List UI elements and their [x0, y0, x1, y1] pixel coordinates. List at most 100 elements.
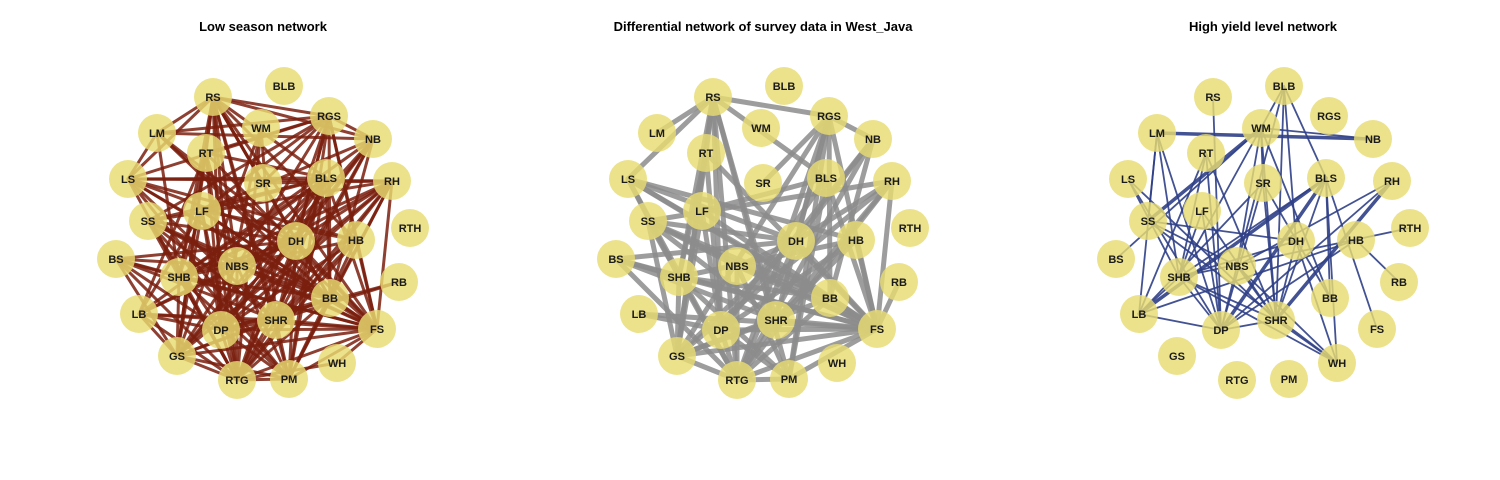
- node-GS: GS: [158, 337, 196, 375]
- node-PM: PM: [770, 360, 808, 398]
- node-label: WM: [1251, 123, 1271, 135]
- node-circle: [1380, 263, 1418, 301]
- node-label: RT: [199, 148, 214, 160]
- node-label: RS: [205, 92, 220, 104]
- node-circle: [757, 301, 795, 339]
- node-label: SHR: [264, 315, 287, 327]
- node-label: FS: [870, 324, 884, 336]
- edge-PM-BLS: [786, 175, 829, 382]
- node-circle: [873, 162, 911, 200]
- node-label: RB: [1391, 277, 1407, 289]
- node-circle: [373, 162, 411, 200]
- node-LB: LB: [620, 295, 658, 333]
- node-BS: BS: [1097, 240, 1135, 278]
- node-label: NB: [365, 134, 381, 146]
- edge-BLS-DP: [1219, 176, 1328, 332]
- node-SR: SR: [244, 164, 282, 202]
- node-circle: [1138, 114, 1176, 152]
- edge-RH-SHR: [1274, 179, 1394, 322]
- node-label: SHR: [764, 315, 787, 327]
- node-label: RGS: [317, 111, 341, 123]
- edge-RTG-BB: [734, 295, 833, 383]
- edge-DP-HB: [718, 237, 859, 333]
- node-BB: BB: [1311, 279, 1349, 317]
- node-RTG: RTG: [218, 361, 256, 399]
- node-circle: [1158, 337, 1196, 375]
- node-circle: [1270, 360, 1308, 398]
- node-label: WH: [1328, 358, 1346, 370]
- node-label: DP: [1213, 325, 1228, 337]
- node-label: LS: [121, 174, 135, 186]
- edge-NB-BB: [827, 136, 876, 301]
- node-RTH: RTH: [1391, 209, 1429, 247]
- node-RH: RH: [1373, 162, 1411, 200]
- node-circle: [694, 78, 732, 116]
- edge-LS-HB: [126, 177, 358, 242]
- node-label: SR: [755, 178, 770, 190]
- node-label: HB: [1348, 235, 1364, 247]
- network-panel-2: RS BLB RGS LM WM NB RT LS SR BLS RH SS LF RTH BS DH HB SH…: [597, 67, 929, 399]
- edge-LS-SHR: [1127, 178, 1277, 321]
- node-circle: [1160, 258, 1198, 296]
- panel-title-high-yield: High yield level network: [1188, 19, 1338, 34]
- node-circle: [337, 221, 375, 259]
- node-label: RTG: [225, 375, 248, 387]
- node-circle: [638, 114, 676, 152]
- node-label: LF: [195, 206, 209, 218]
- node-label: SHB: [1167, 272, 1190, 284]
- node-circle: [1194, 78, 1232, 116]
- node-circle: [1358, 310, 1396, 348]
- node-circle: [683, 192, 721, 230]
- node-BLB: BLB: [765, 67, 803, 105]
- node-circle: [742, 109, 780, 147]
- node-circle: [658, 337, 696, 375]
- node-circle: [138, 114, 176, 152]
- node-circle: [244, 164, 282, 202]
- node-circle: [1257, 301, 1295, 339]
- node-LM: LM: [1138, 114, 1176, 152]
- network-panel-3: RS BLB RGS LM WM NB RT LS SR BLS RH SS LF RTH BS DH HB SH…: [1097, 67, 1429, 399]
- edge-NB-RTG: [734, 136, 876, 383]
- edge-WM-SHB: [1178, 127, 1262, 278]
- node-SHR: SHR: [257, 301, 295, 339]
- node-label: SR: [255, 178, 270, 190]
- node-circle: [620, 295, 658, 333]
- node-circle: [129, 202, 167, 240]
- edge-DP-BLS: [718, 175, 829, 333]
- node-label: LM: [1149, 128, 1165, 140]
- edge-GS-FS: [175, 327, 379, 358]
- node-circle: [770, 360, 808, 398]
- node-circle: [160, 258, 198, 296]
- node-label: LS: [621, 174, 635, 186]
- node-label: LF: [695, 206, 709, 218]
- node-label: BLB: [273, 81, 296, 93]
- edge-BS-DH: [613, 238, 799, 262]
- node-label: RGS: [1317, 111, 1341, 123]
- node-circle: [358, 310, 396, 348]
- node-SS: SS: [629, 202, 667, 240]
- node-circle: [265, 67, 303, 105]
- node-BS: BS: [97, 240, 135, 278]
- edge-SS-GS: [645, 218, 680, 359]
- node-label: LS: [1121, 174, 1135, 186]
- node-RGS: RGS: [810, 97, 848, 135]
- panel-title-differential: Differential network of survey data in W…: [613, 19, 913, 34]
- node-RB: RB: [1380, 263, 1418, 301]
- node-circle: [609, 160, 647, 198]
- node-circle: [218, 361, 256, 399]
- node-label: NB: [1365, 134, 1381, 146]
- node-NBS: NBS: [218, 247, 256, 285]
- edge-BLB-DH: [1283, 85, 1297, 242]
- node-circle: [1391, 209, 1429, 247]
- node-circle: [183, 192, 221, 230]
- node-circle: [807, 159, 845, 197]
- node-LF: LF: [683, 192, 721, 230]
- edge-NB-RTG: [235, 137, 375, 382]
- node-circle: [660, 258, 698, 296]
- node-label: RGS: [817, 111, 841, 123]
- node-circle: [270, 360, 308, 398]
- node-label: BLS: [815, 173, 837, 185]
- node-circle: [718, 247, 756, 285]
- node-label: RTG: [725, 375, 748, 387]
